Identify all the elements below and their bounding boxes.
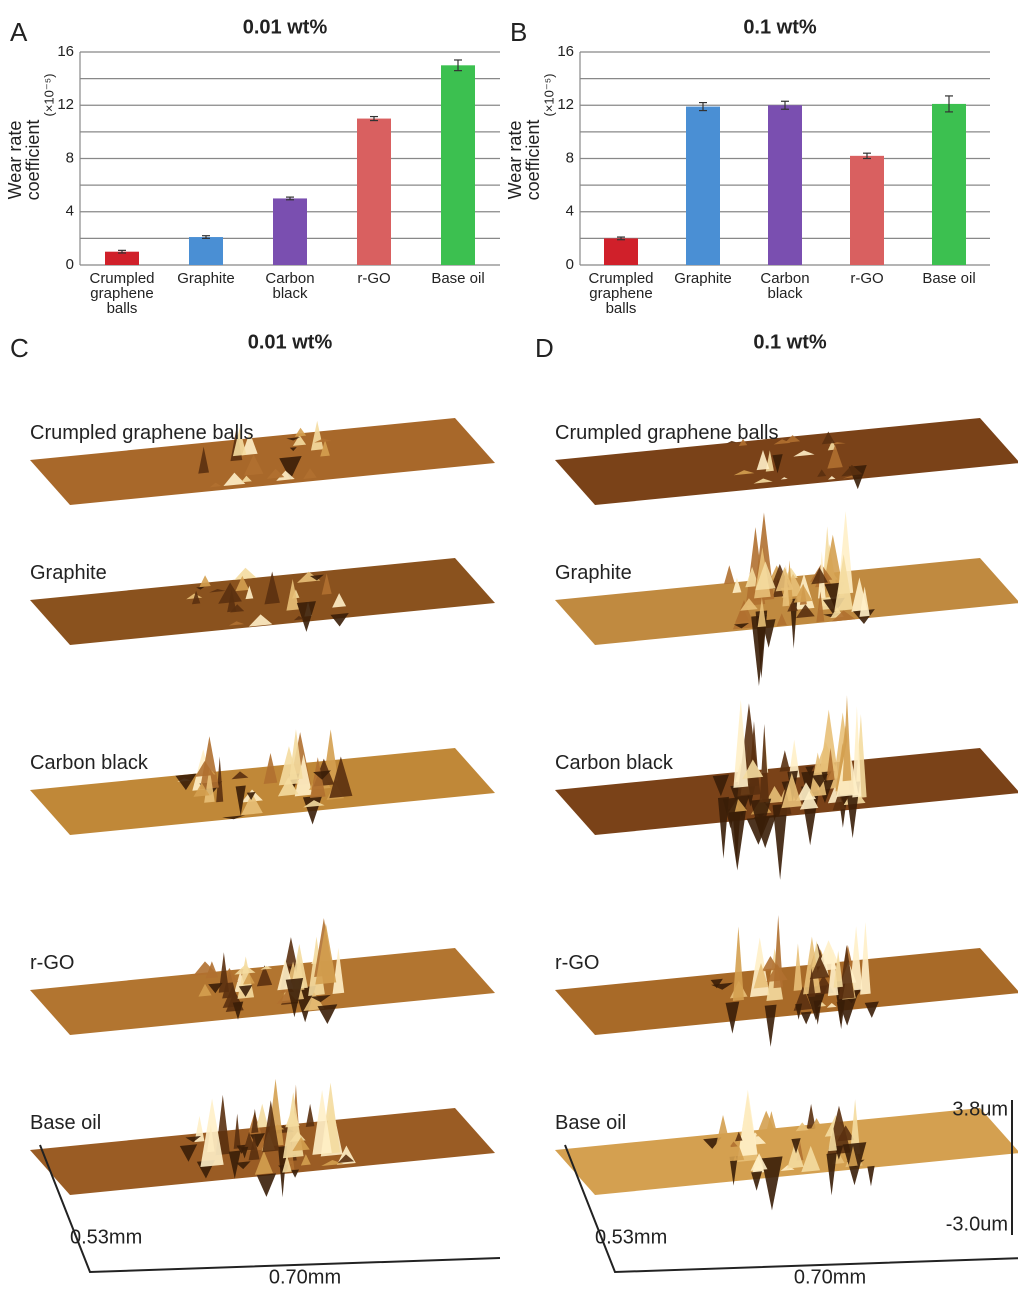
x-tick-label: r-GO bbox=[332, 271, 416, 331]
sample-label-box: Crumpled graphene balls bbox=[555, 355, 795, 445]
sample-label-box: Graphite bbox=[30, 495, 270, 585]
y-axis-unit: (×10⁻⁵) bbox=[541, 74, 556, 117]
sample-label: Carbon black bbox=[30, 685, 270, 775]
bar bbox=[686, 107, 720, 265]
width-scale: 0.70mm bbox=[269, 1266, 341, 1288]
x-tick-label: Crumpled graphene balls bbox=[579, 271, 663, 331]
bar bbox=[189, 237, 223, 265]
bar bbox=[441, 65, 475, 265]
figure: A0.01 wt%0481216Wear rate coefficient(×1… bbox=[0, 0, 1018, 1291]
depth-scale: 0.53mm bbox=[595, 1226, 667, 1248]
x-tick-label-box: Carbon black bbox=[248, 271, 332, 331]
sample-label: Graphite bbox=[30, 495, 270, 585]
chart-title: 0.1 wt% bbox=[743, 16, 817, 38]
sample-label-box: Carbon black bbox=[30, 685, 270, 775]
x-tick-label: Carbon black bbox=[743, 271, 827, 331]
x-tick-label: Base oil bbox=[416, 271, 500, 331]
panel-label: A bbox=[10, 17, 28, 47]
panel-title: 0.01 wt% bbox=[248, 331, 333, 353]
sample-label-box: Crumpled graphene balls bbox=[30, 355, 270, 445]
sample-label-box: Base oil bbox=[555, 1045, 795, 1135]
bar bbox=[768, 105, 802, 265]
x-tick-label-box: Crumpled graphene balls bbox=[579, 271, 663, 331]
y-tick-label: 8 bbox=[566, 149, 574, 166]
bar bbox=[604, 238, 638, 265]
y-tick-label: 16 bbox=[57, 43, 74, 60]
sample-label: Graphite bbox=[555, 495, 795, 585]
bar bbox=[357, 119, 391, 265]
x-tick-label-box: Crumpled graphene balls bbox=[80, 271, 164, 331]
y-axis-label-box: Wear rate coefficient bbox=[506, 100, 550, 220]
x-tick-label-box: Graphite bbox=[661, 271, 745, 331]
x-tick-label: Graphite bbox=[661, 271, 745, 331]
panel-label: C bbox=[10, 333, 29, 363]
sample-label: r-GO bbox=[555, 885, 795, 975]
panel-label: D bbox=[535, 333, 554, 363]
depth-scale: 0.53mm bbox=[70, 1226, 142, 1248]
x-tick-label: Base oil bbox=[907, 271, 991, 331]
y-tick-label: 8 bbox=[66, 149, 74, 166]
sample-label-box: r-GO bbox=[30, 885, 270, 975]
y-tick-label: 4 bbox=[66, 203, 74, 220]
panel-title: 0.1 wt% bbox=[753, 331, 827, 353]
sample-label-box: Base oil bbox=[30, 1045, 270, 1135]
y-axis-label-box: Wear rate coefficient bbox=[6, 100, 50, 220]
y-tick-label: 12 bbox=[57, 96, 74, 113]
sample-label: Carbon black bbox=[555, 685, 795, 775]
bar bbox=[273, 198, 307, 265]
x-tick-label: Carbon black bbox=[248, 271, 332, 331]
bar bbox=[105, 252, 139, 265]
z-min: -3.0um bbox=[946, 1213, 1008, 1235]
y-axis-label: Wear rate coefficient bbox=[6, 100, 50, 220]
y-tick-label: 4 bbox=[566, 203, 574, 220]
x-tick-label: Graphite bbox=[164, 271, 248, 331]
x-tick-label-box: r-GO bbox=[825, 271, 909, 331]
x-tick-label-box: Carbon black bbox=[743, 271, 827, 331]
x-tick-label-box: Graphite bbox=[164, 271, 248, 331]
x-tick-label: r-GO bbox=[825, 271, 909, 331]
x-tick-label-box: Base oil bbox=[907, 271, 991, 331]
sample-label: Crumpled graphene balls bbox=[555, 355, 795, 445]
sample-label: Crumpled graphene balls bbox=[30, 355, 270, 445]
sample-label-box: Graphite bbox=[555, 495, 795, 585]
y-tick-label: 0 bbox=[66, 256, 74, 273]
sample-label-box: Carbon black bbox=[555, 685, 795, 775]
y-axis-label: Wear rate coefficient bbox=[506, 100, 550, 220]
panel-label: B bbox=[510, 17, 527, 47]
y-tick-label: 0 bbox=[566, 256, 574, 273]
x-tick-label-box: r-GO bbox=[332, 271, 416, 331]
sample-label: Base oil bbox=[30, 1045, 270, 1135]
width-scale: 0.70mm bbox=[794, 1266, 866, 1288]
bar bbox=[850, 156, 884, 265]
x-tick-label-box: Base oil bbox=[416, 271, 500, 331]
z-max: 3.8um bbox=[952, 1098, 1008, 1120]
sample-label: r-GO bbox=[30, 885, 270, 975]
y-tick-label: 12 bbox=[557, 96, 574, 113]
bar bbox=[932, 104, 966, 265]
sample-label-box: r-GO bbox=[555, 885, 795, 975]
y-axis-unit: (×10⁻⁵) bbox=[41, 74, 56, 117]
y-tick-label: 16 bbox=[557, 43, 574, 60]
x-tick-label: Crumpled graphene balls bbox=[80, 271, 164, 331]
chart-title: 0.01 wt% bbox=[243, 16, 328, 38]
sample-label: Base oil bbox=[555, 1045, 795, 1135]
